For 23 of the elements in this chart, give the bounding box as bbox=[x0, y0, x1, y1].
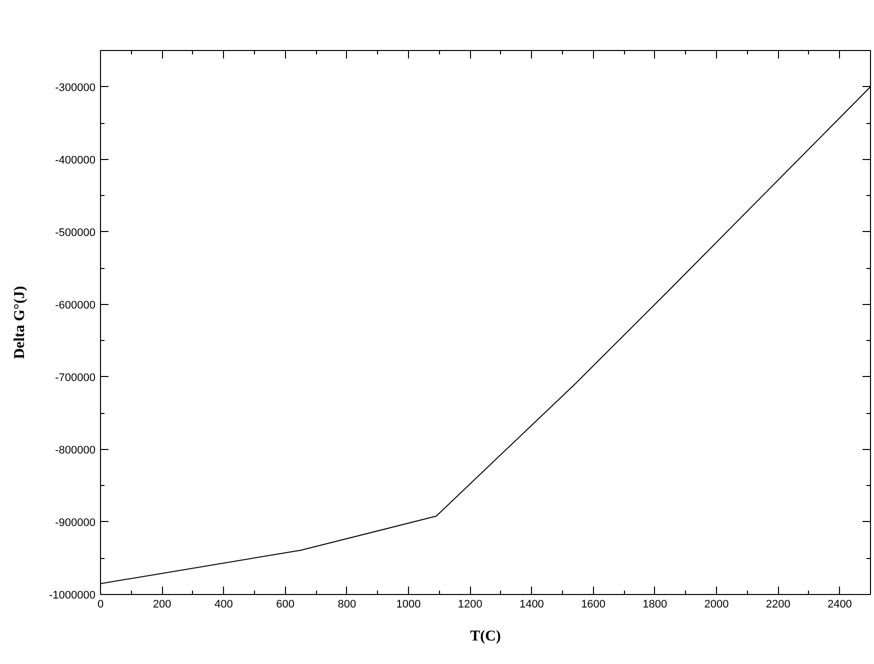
x-tick-label: 1200 bbox=[458, 598, 482, 610]
y-tick-label: -1000000 bbox=[49, 590, 96, 602]
x-tick-label: 600 bbox=[276, 598, 294, 610]
x-tick-label: 800 bbox=[338, 598, 356, 610]
x-tick-label: 1000 bbox=[396, 598, 421, 610]
y-tick-label: -300000 bbox=[55, 82, 96, 94]
x-tick-label: 2400 bbox=[827, 598, 852, 610]
x-tick-label: 1400 bbox=[519, 598, 544, 610]
x-tick-label: 1800 bbox=[642, 598, 668, 610]
x-tick-label: 200 bbox=[152, 598, 172, 610]
x-tick-label: 2000 bbox=[704, 598, 729, 610]
x-tick-label: 400 bbox=[214, 598, 233, 610]
y-tick-label: -400000 bbox=[55, 154, 96, 166]
y-tick-label: -600000 bbox=[55, 299, 96, 312]
y-tick-label: -900000 bbox=[55, 516, 96, 529]
y-axis-title: Delta G°(J) bbox=[12, 286, 28, 360]
x-tick-label: 1600 bbox=[581, 598, 606, 610]
y-tick-label: -800000 bbox=[55, 444, 96, 456]
x-axis-title: T(C) bbox=[470, 628, 501, 644]
x-tick-label: 2200 bbox=[766, 598, 790, 610]
x-tick-label: 0 bbox=[97, 598, 104, 610]
y-tick-label: -700000 bbox=[55, 372, 96, 384]
y-tick-label: -500000 bbox=[55, 226, 96, 239]
